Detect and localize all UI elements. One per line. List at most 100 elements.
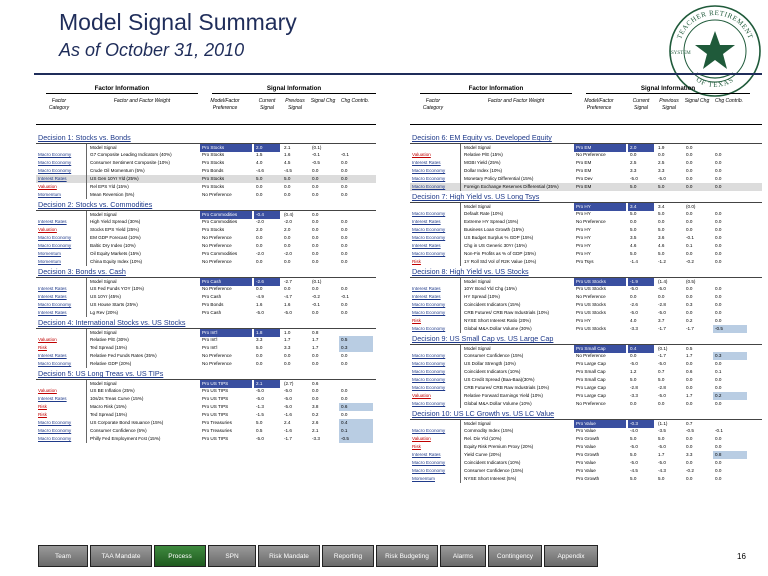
factor-category[interactable]: Macro Economy	[412, 176, 446, 181]
factor-category[interactable]: Risk	[412, 444, 421, 449]
factor-category[interactable]: Macro Economy	[412, 468, 446, 473]
factor-category[interactable]: Macro Economy	[412, 369, 446, 374]
factor-category[interactable]: Interest Rates	[412, 160, 441, 165]
model-preference: Pro US TIPS	[202, 436, 229, 441]
factor-category[interactable]: Interest Rates	[38, 176, 67, 181]
current-signal: 2.5	[630, 160, 637, 165]
factor-category[interactable]: Macro Economy	[412, 385, 446, 390]
factor-category[interactable]: Interest Rates	[38, 286, 67, 291]
factor-category[interactable]: Valuation	[412, 152, 431, 157]
factor-category[interactable]: Macro Economy	[412, 353, 446, 358]
factor-category[interactable]: Risk	[38, 404, 47, 409]
model-preference: Pro Large Cap	[576, 385, 606, 390]
factor-category[interactable]: Macro Economy	[412, 227, 446, 232]
factor-category[interactable]: Macro Economy	[38, 428, 72, 433]
factor-row: Risk Ted Spread (15%) Pro US TIPS -1.5 -1.6 0…	[36, 411, 376, 419]
factor-category[interactable]: Valuation	[412, 436, 431, 441]
factor-category[interactable]: Macro Economy	[412, 235, 446, 240]
factor-row: Macro Economy Foreign Exchange Reserves D…	[410, 183, 762, 191]
model-preference: No Preference	[202, 243, 232, 248]
nav-button-team[interactable]: Team	[38, 545, 88, 567]
factor-category[interactable]: Macro Economy	[412, 326, 446, 331]
factor-name: Consumer Confidence (15%)	[460, 352, 568, 360]
factor-category[interactable]: Risk	[412, 259, 421, 264]
nav-button-contingency[interactable]: Contingency	[488, 545, 542, 567]
factor-row: Macro Economy CRB Futures/ CRB Raw Indust…	[410, 384, 762, 392]
signal-change: -0.1	[312, 302, 320, 307]
factor-category[interactable]: Interest Rates	[38, 353, 67, 358]
factor-category[interactable]: Interest Rates	[38, 219, 67, 224]
factor-category[interactable]: Risk	[38, 345, 47, 350]
factor-category[interactable]: Interest Rates	[38, 396, 67, 401]
factor-category[interactable]: Valuation	[38, 227, 57, 232]
nav-button-risk-mandate[interactable]: Risk Mandate	[258, 545, 320, 567]
factor-category[interactable]: Macro Economy	[412, 401, 446, 406]
factor-name: Ted Spread (15%)	[86, 411, 194, 419]
factor-category[interactable]: Macro Economy	[412, 460, 446, 465]
factor-category[interactable]: Macro Economy	[412, 251, 446, 256]
signal-change: 1.7	[686, 393, 693, 398]
factor-category[interactable]: Momentum	[38, 251, 61, 256]
model-preference: Pro Small Cap	[574, 345, 626, 353]
current-signal: 1.2	[630, 369, 637, 374]
factor-row: Macro Economy Coincident Indicators (10%)…	[410, 459, 762, 467]
nav-button-spn[interactable]: SPN	[208, 545, 256, 567]
factor-category[interactable]: Macro Economy	[38, 420, 72, 425]
factor-category[interactable]: Macro Economy	[412, 168, 446, 173]
col-current: Current Signal	[258, 98, 276, 111]
factor-name: Commodity Index (15%)	[460, 427, 568, 435]
current-signal: 0.0	[630, 152, 637, 157]
factor-category[interactable]: Macro Economy	[38, 168, 72, 173]
factor-category[interactable]: Risk	[412, 318, 421, 323]
factor-category[interactable]: Interest Rates	[412, 219, 441, 224]
factor-row: Macro Economy Coincident Indicators (15%)…	[410, 301, 762, 309]
current-signal: 0.4	[628, 345, 654, 353]
current-signal: -3.3	[630, 326, 638, 331]
factor-category[interactable]: Interest Rates	[412, 243, 441, 248]
factor-category[interactable]: Macro Economy	[412, 377, 446, 382]
factor-category[interactable]: Valuation	[38, 184, 57, 189]
factor-category[interactable]: Interest Rates	[412, 452, 441, 457]
factor-category[interactable]: Valuation	[38, 388, 57, 393]
model-preference: Pro Large Cap	[576, 361, 606, 366]
factor-category[interactable]: Interest Rates	[412, 294, 441, 299]
factor-category[interactable]: Macro Economy	[412, 310, 446, 315]
factor-category[interactable]: Macro Economy	[38, 152, 72, 157]
factor-category[interactable]: Interest Rates	[38, 310, 67, 315]
nav-button-taa-mandate[interactable]: TAA Mandate	[90, 545, 152, 567]
nav-button-appendix[interactable]: Appendix	[544, 545, 598, 567]
previous-signal: 5.0	[658, 251, 665, 256]
factor-row: Macro Economy Baltic Dry Index (10%) No Pr…	[36, 242, 376, 250]
factor-category[interactable]: Macro Economy	[412, 184, 446, 189]
factor-category[interactable]: Macro Economy	[412, 302, 446, 307]
factor-category[interactable]: Macro Economy	[412, 428, 446, 433]
factor-category[interactable]: Interest Rates	[38, 294, 67, 299]
factor-category[interactable]: Macro Economy	[38, 361, 72, 366]
left-signal-table: Factor Information Signal Information Fa…	[36, 84, 376, 524]
nav-button-alarms[interactable]: Alarms	[440, 545, 486, 567]
factor-row: Interest Rates US Gen 10Yr Yld (25%) Pro S…	[36, 175, 376, 183]
nav-button-risk-budgeting[interactable]: Risk Budgeting	[376, 545, 438, 567]
change-contribution: 0.0	[715, 168, 722, 173]
factor-category[interactable]: Risk	[38, 412, 47, 417]
factor-row: Macro Economy Commodity Index (15%) Pro Va…	[410, 427, 762, 435]
factor-category[interactable]: Macro Economy	[38, 302, 72, 307]
factor-category[interactable]: Macro Economy	[412, 361, 446, 366]
factor-category[interactable]: Interest Rates	[412, 286, 441, 291]
signal-change: 0.0	[312, 251, 319, 256]
nav-button-reporting[interactable]: Reporting	[322, 545, 374, 567]
factor-name: US Corporate Bond Issuance (15%)	[86, 419, 194, 427]
factor-category[interactable]: Momentum	[38, 259, 61, 264]
factor-category[interactable]: Macro Economy	[38, 235, 72, 240]
factor-category[interactable]: Macro Economy	[38, 436, 72, 441]
factor-category[interactable]: Momentum	[412, 476, 435, 481]
factor-category[interactable]: Macro Economy	[38, 243, 72, 248]
factor-info-line	[420, 93, 572, 94]
factor-category[interactable]: Valuation	[38, 337, 57, 342]
factor-category[interactable]: Valuation	[412, 393, 431, 398]
factor-category[interactable]: Macro Economy	[412, 211, 446, 216]
factor-category[interactable]: Momentum	[38, 192, 61, 197]
factor-category[interactable]: Macro Economy	[38, 160, 72, 165]
nav-button-process[interactable]: Process	[154, 545, 206, 567]
previous-signal: -2.8	[658, 385, 666, 390]
